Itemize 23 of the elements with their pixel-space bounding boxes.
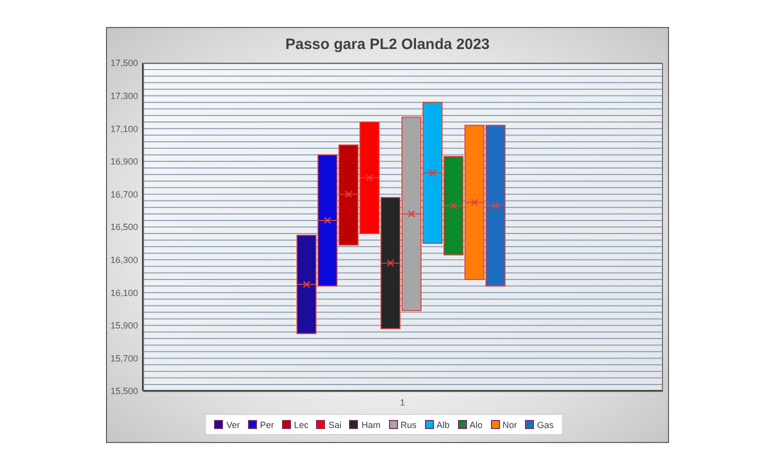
x-tick-label: 1: [400, 397, 406, 408]
y-tick-label: 16,300: [110, 254, 138, 265]
legend-label: Ver: [226, 420, 240, 430]
legend-label: Nor: [502, 420, 518, 430]
legend-label: Alo: [470, 420, 483, 430]
y-tick-label: 16,900: [110, 156, 138, 167]
legend-label: Ham: [361, 420, 380, 430]
y-tick-label: 15,700: [110, 353, 138, 364]
legend-label: Per: [260, 420, 274, 430]
y-tick-label: 15,500: [110, 386, 138, 396]
y-tick-label: 16,500: [110, 222, 138, 232]
legend-label: Rus: [400, 420, 417, 430]
legend-label: Gas: [537, 420, 554, 430]
y-tick-label: 15,900: [110, 320, 138, 331]
legend-label: Alb: [436, 420, 450, 430]
y-tick-label: 17,100: [110, 124, 138, 134]
y-tick-label: 16,700: [110, 189, 138, 200]
legend-label: Sai: [328, 420, 342, 430]
chart-title: Passo gara PL2 Olanda 2023: [284, 36, 491, 53]
y-tick-label: 16,100: [110, 288, 138, 298]
y-tick-label: 17,300: [110, 90, 138, 101]
y-tick-label: 17,500: [110, 58, 138, 68]
legend-label: Lec: [294, 420, 308, 430]
